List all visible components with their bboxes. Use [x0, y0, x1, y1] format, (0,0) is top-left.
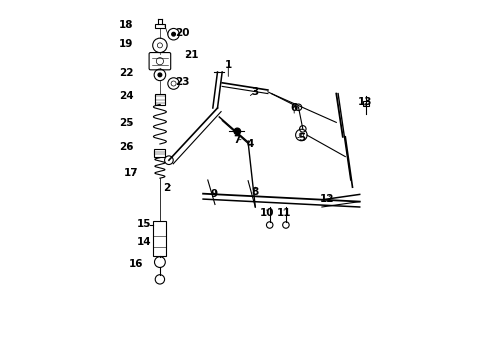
Circle shape	[171, 32, 175, 36]
Text: 16: 16	[129, 258, 143, 269]
Text: 17: 17	[123, 168, 138, 178]
Text: 7: 7	[232, 135, 240, 145]
Text: 22: 22	[119, 68, 133, 78]
Text: 20: 20	[175, 28, 189, 38]
Text: 18: 18	[119, 20, 133, 30]
Text: 15: 15	[137, 219, 151, 229]
Text: 2: 2	[163, 183, 170, 193]
Text: 24: 24	[119, 91, 133, 102]
Text: 19: 19	[119, 39, 133, 49]
Text: 23: 23	[175, 77, 189, 87]
Bar	[362, 101, 368, 106]
Text: 13: 13	[357, 96, 371, 107]
Text: 5: 5	[298, 132, 305, 143]
Text: 14: 14	[137, 237, 151, 247]
Bar	[155, 94, 164, 105]
Text: 9: 9	[210, 189, 217, 199]
Text: 1: 1	[224, 60, 231, 70]
Text: 4: 4	[246, 139, 253, 149]
Bar	[153, 221, 166, 256]
Bar	[154, 149, 165, 157]
Circle shape	[234, 128, 240, 135]
Bar	[155, 24, 164, 28]
Text: 6: 6	[290, 103, 297, 113]
Text: 21: 21	[183, 50, 198, 60]
Text: 11: 11	[276, 208, 291, 218]
Text: 8: 8	[251, 186, 258, 197]
Circle shape	[158, 73, 162, 77]
Text: 26: 26	[119, 142, 133, 152]
Text: 25: 25	[119, 118, 133, 128]
Text: 12: 12	[319, 194, 334, 204]
Text: 3: 3	[251, 87, 258, 97]
Text: 10: 10	[259, 208, 273, 218]
